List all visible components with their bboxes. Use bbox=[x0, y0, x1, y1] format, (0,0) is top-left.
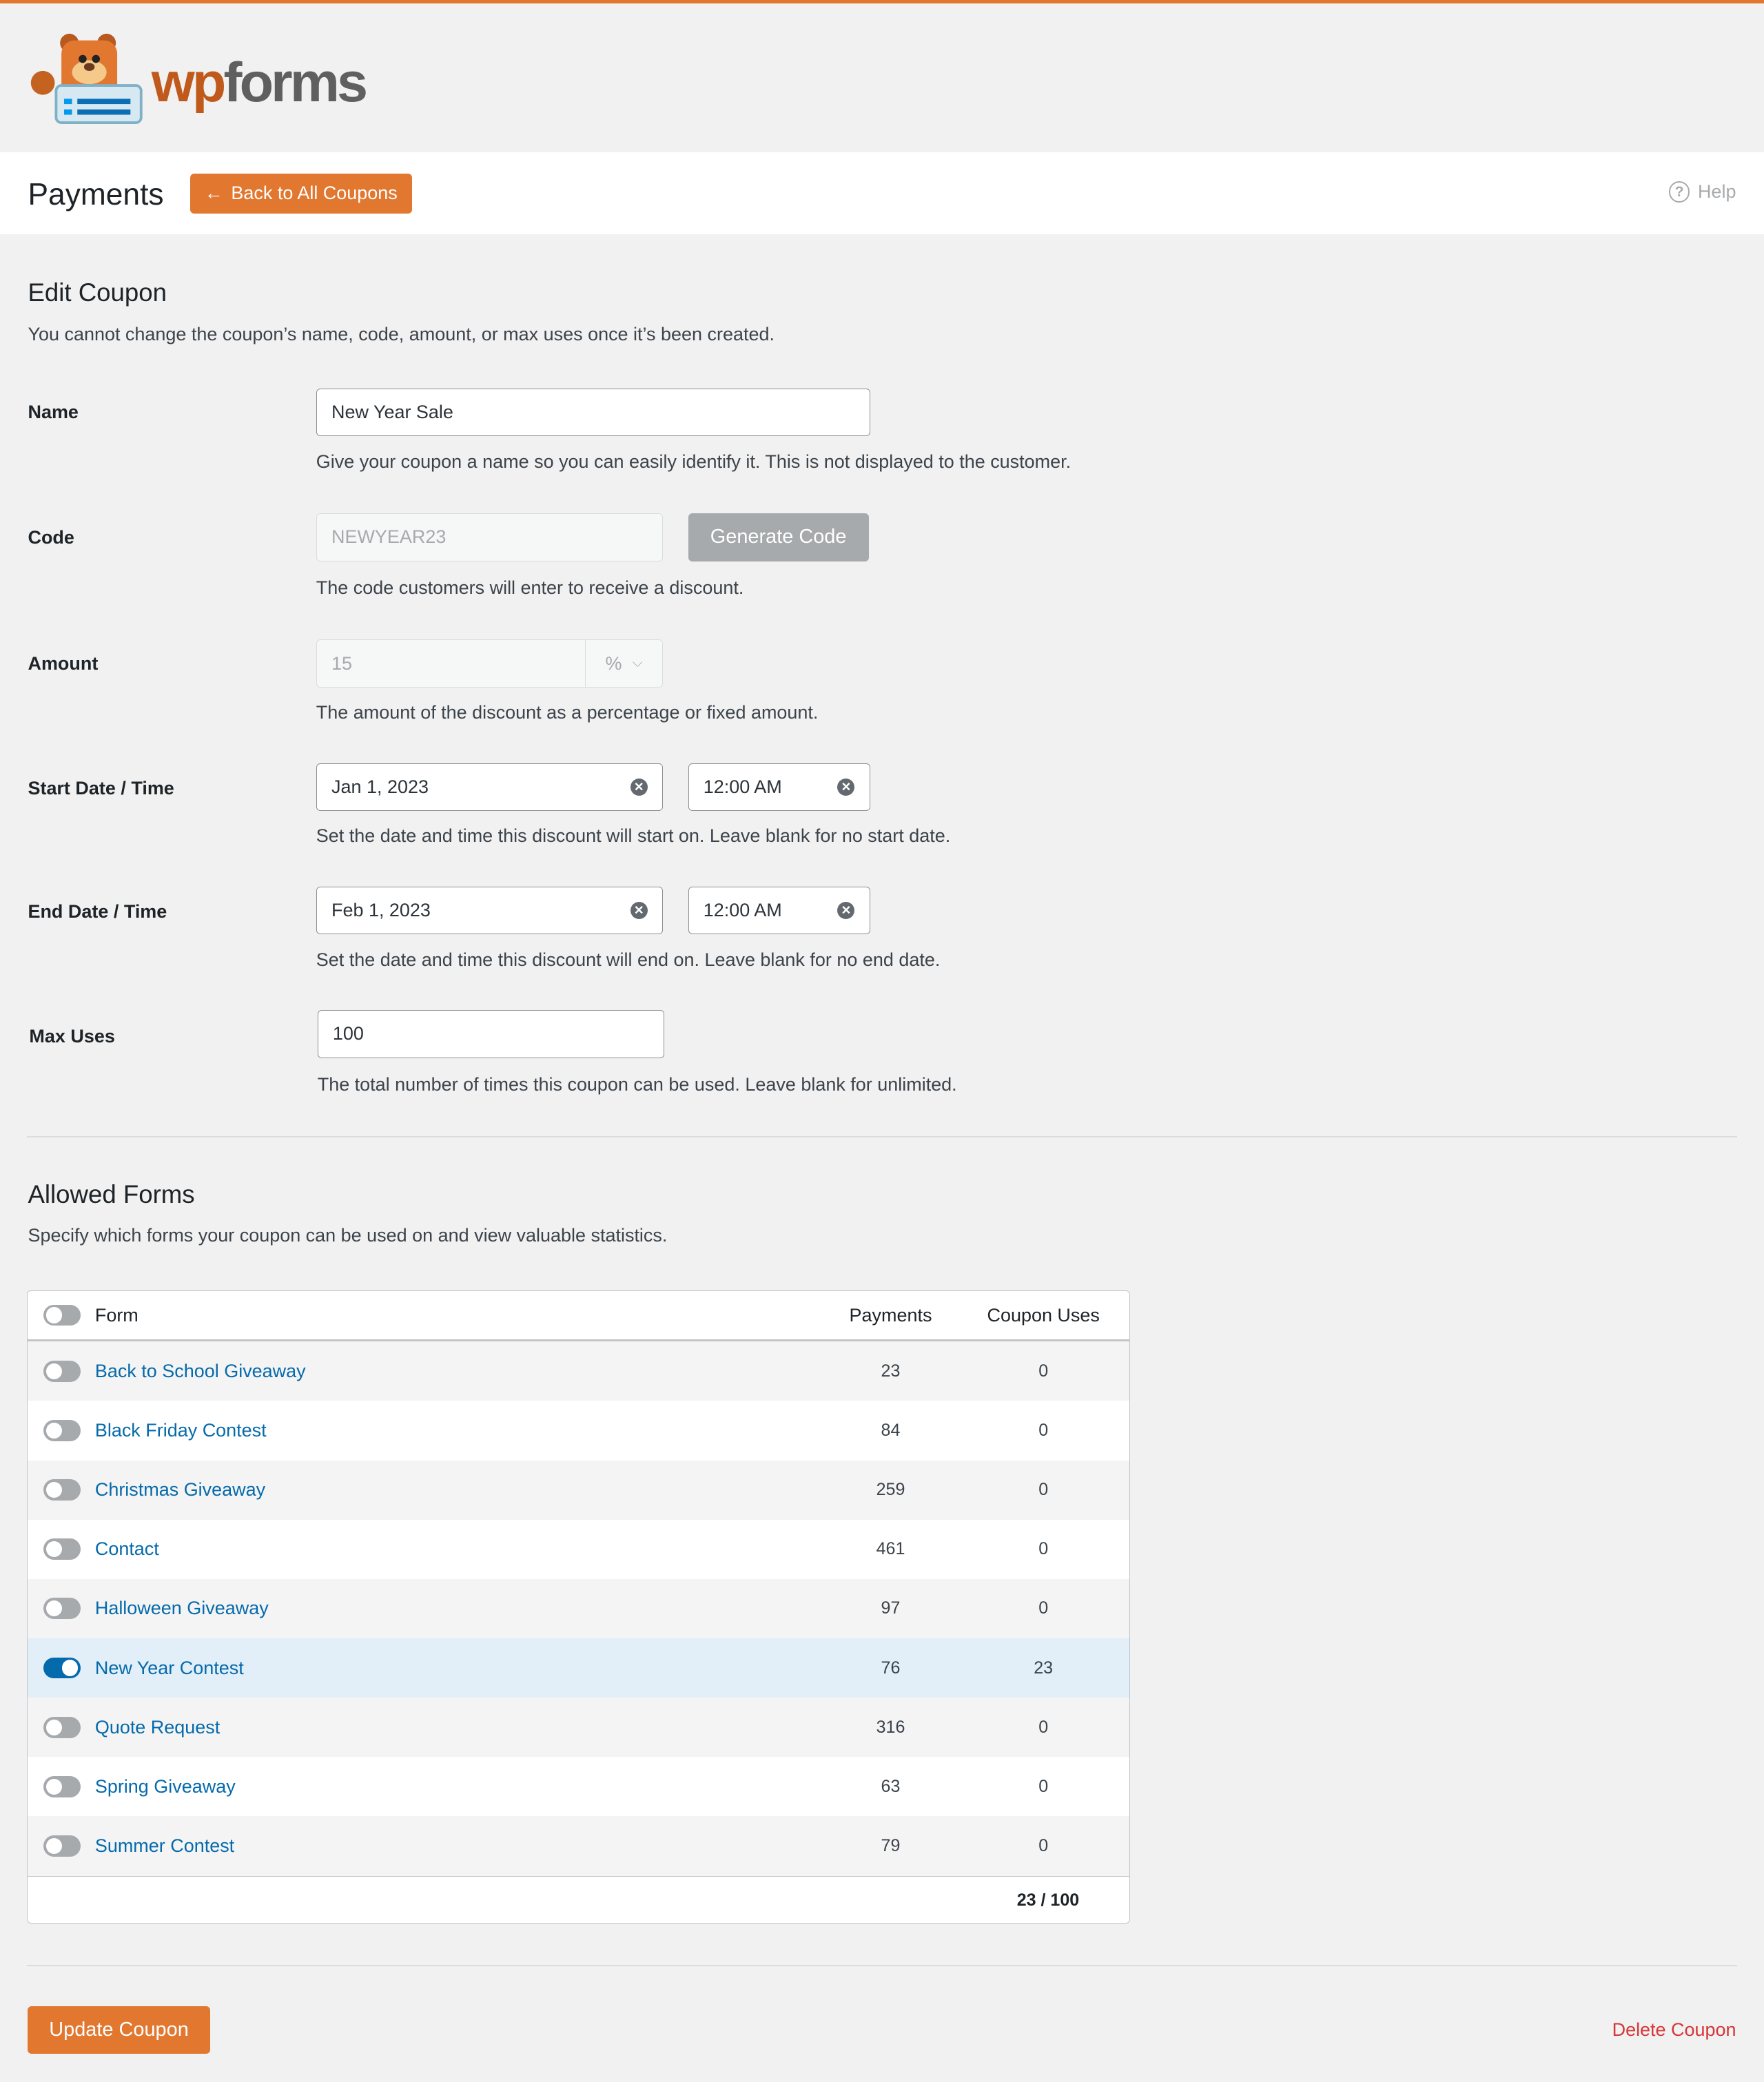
form-toggle[interactable] bbox=[43, 1598, 81, 1620]
edit-coupon-title: Edit Coupon bbox=[28, 278, 167, 307]
payments-count: 76 bbox=[881, 1658, 901, 1678]
payments-count: 79 bbox=[881, 1836, 901, 1856]
form-toggle[interactable] bbox=[43, 1420, 81, 1441]
allowed-forms-title: Allowed Forms bbox=[28, 1179, 195, 1208]
form-link[interactable]: Halloween Giveaway bbox=[94, 1598, 269, 1619]
edit-coupon-description: You cannot change the coupon’s name, cod… bbox=[28, 323, 775, 344]
form-link[interactable]: Back to School Giveaway bbox=[94, 1360, 306, 1381]
form-link[interactable]: Christmas Giveaway bbox=[94, 1479, 266, 1501]
payments-count: 23 bbox=[881, 1361, 901, 1381]
amount-type-select[interactable]: % ⌵ bbox=[585, 640, 662, 687]
form-toggle[interactable] bbox=[43, 1716, 81, 1738]
page-title: Payments bbox=[28, 177, 164, 212]
form-toggle[interactable] bbox=[43, 1657, 81, 1679]
table-row: Christmas Giveaway 259 0 bbox=[27, 1460, 1130, 1520]
arrow-left-icon: ← bbox=[204, 183, 223, 204]
table-row: Halloween Giveaway 97 0 bbox=[27, 1578, 1130, 1638]
clear-icon[interactable]: ✕ bbox=[837, 778, 855, 796]
generate-code-button[interactable]: Generate Code bbox=[688, 513, 869, 561]
start-help: Set the date and time this discount will… bbox=[316, 825, 951, 847]
back-to-all-coupons-button[interactable]: ← Back to All Coupons bbox=[189, 173, 412, 214]
divider bbox=[26, 1965, 1738, 1967]
coupon-uses-count: 0 bbox=[1038, 1776, 1049, 1796]
form-link[interactable]: Spring Giveaway bbox=[94, 1775, 236, 1797]
table-row: Contact 461 0 bbox=[28, 1520, 1130, 1579]
clear-icon[interactable]: ✕ bbox=[630, 902, 648, 920]
form-toggle[interactable] bbox=[43, 1538, 81, 1560]
question-icon: ? bbox=[1668, 181, 1690, 203]
code-label: Code bbox=[28, 526, 74, 548]
table-row: Quote Request 316 0 bbox=[27, 1698, 1130, 1758]
coupon-uses-count: 0 bbox=[1038, 1420, 1049, 1440]
max-uses-input[interactable]: 100 bbox=[317, 1010, 664, 1058]
end-label: End Date / Time bbox=[28, 901, 167, 923]
table-row: Spring Giveaway 63 0 bbox=[28, 1757, 1130, 1816]
table-row: Black Friday Contest 84 0 bbox=[28, 1401, 1130, 1460]
payments-count: 97 bbox=[881, 1598, 901, 1618]
start-time-input[interactable]: 12:00 AM ✕ bbox=[688, 763, 870, 812]
max-uses-label: Max Uses bbox=[29, 1026, 115, 1047]
code-help: The code customers will enter to receive… bbox=[316, 577, 744, 598]
coupon-uses-total: 23 / 100 bbox=[1016, 1890, 1080, 1910]
allowed-forms-description: Specify which forms your coupon can be u… bbox=[28, 1225, 668, 1246]
table-footer: 23 / 100 bbox=[27, 1875, 1130, 1924]
page-header: Payments ← Back to All Coupons ? Help bbox=[0, 152, 1764, 235]
form-toggle[interactable] bbox=[43, 1360, 81, 1382]
amount-input[interactable]: 15 % ⌵ bbox=[316, 639, 663, 688]
form-link[interactable]: Summer Contest bbox=[94, 1835, 235, 1857]
coupon-uses-count: 0 bbox=[1038, 1361, 1049, 1381]
name-label: Name bbox=[28, 402, 79, 423]
toggle-all[interactable] bbox=[43, 1304, 81, 1326]
form-link[interactable]: Contact bbox=[94, 1538, 159, 1560]
divider bbox=[26, 1136, 1738, 1138]
clear-icon[interactable]: ✕ bbox=[630, 778, 648, 796]
form-toggle[interactable] bbox=[43, 1835, 81, 1857]
code-input[interactable]: NEWYEAR23 bbox=[316, 513, 663, 561]
payments-count: 316 bbox=[876, 1717, 905, 1737]
wpforms-bear-logo bbox=[27, 32, 144, 125]
payments-count: 461 bbox=[876, 1539, 905, 1559]
form-link[interactable]: New Year Contest bbox=[94, 1657, 244, 1678]
coupon-uses-count: 0 bbox=[1038, 1836, 1049, 1856]
clear-icon[interactable]: ✕ bbox=[837, 902, 855, 920]
coupon-uses-count: 0 bbox=[1038, 1717, 1049, 1737]
chevron-down-icon: ⌵ bbox=[632, 656, 643, 671]
coupon-uses-count: 0 bbox=[1038, 1539, 1049, 1559]
max-uses-help: The total number of times this coupon ca… bbox=[317, 1073, 957, 1095]
amount-help: The amount of the discount as a percenta… bbox=[316, 701, 819, 723]
help-link[interactable]: ? Help bbox=[1668, 181, 1736, 203]
name-help: Give your coupon a name so you can easil… bbox=[316, 451, 1071, 472]
coupon-uses-count: 0 bbox=[1038, 1598, 1049, 1618]
start-label: Start Date / Time bbox=[28, 777, 174, 798]
table-row: Back to School Giveaway 23 0 bbox=[27, 1341, 1130, 1401]
payments-count: 259 bbox=[876, 1480, 905, 1500]
end-time-input[interactable]: 12:00 AM ✕ bbox=[688, 886, 870, 935]
allowed-forms-table: Form Payments Coupon Uses Back to School… bbox=[26, 1290, 1131, 1924]
table-row: New Year Contest 76 23 bbox=[27, 1638, 1130, 1698]
form-link[interactable]: Black Friday Contest bbox=[94, 1419, 267, 1441]
payments-count: 63 bbox=[881, 1776, 901, 1796]
form-link[interactable]: Quote Request bbox=[94, 1716, 220, 1738]
amount-label: Amount bbox=[28, 652, 99, 674]
form-toggle[interactable] bbox=[43, 1479, 81, 1501]
coupon-uses-count: 0 bbox=[1038, 1480, 1049, 1500]
end-date-input[interactable]: Feb 1, 2023 ✕ bbox=[316, 886, 663, 935]
payments-count: 84 bbox=[881, 1420, 901, 1440]
wpforms-wordmark: wpforms bbox=[151, 52, 368, 114]
table-row: Summer Contest 79 0 bbox=[27, 1816, 1130, 1876]
coupon-uses-count: 23 bbox=[1034, 1658, 1054, 1678]
name-input[interactable]: New Year Sale bbox=[316, 389, 870, 437]
end-help: Set the date and time this discount will… bbox=[316, 949, 941, 970]
form-toggle[interactable] bbox=[43, 1775, 81, 1797]
start-date-input[interactable]: Jan 1, 2023 ✕ bbox=[316, 763, 663, 812]
table-header: Form Payments Coupon Uses bbox=[27, 1291, 1130, 1342]
delete-coupon-link[interactable]: Delete Coupon bbox=[1612, 2019, 1736, 2041]
update-coupon-button[interactable]: Update Coupon bbox=[28, 2006, 210, 2054]
